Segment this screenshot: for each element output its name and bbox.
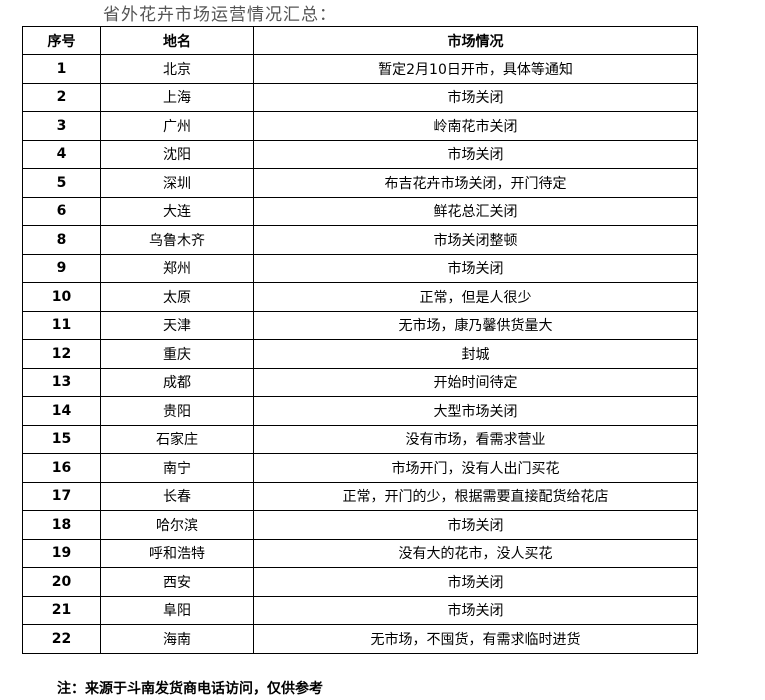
cell-index: 10 <box>22 282 101 312</box>
cell-market-status: 市场关闭整顿 <box>253 225 698 255</box>
cell-index: 21 <box>22 595 101 625</box>
table-row: 2 上海 市场关闭 <box>22 82 698 112</box>
cell-index: 18 <box>22 510 101 540</box>
table-row: 19 呼和浩特 没有大的花市，没人买花 <box>22 538 698 568</box>
table-row: 10 太原 正常，但是人很少 <box>22 282 698 312</box>
table-row: 1 北京 暂定2月10日开市，具体等通知 <box>22 54 698 84</box>
cell-index: 17 <box>22 481 101 511</box>
table-row: 21 阜阳 市场关闭 <box>22 595 698 625</box>
table-row: 13 成都 开始时间待定 <box>22 367 698 397</box>
cell-index: 3 <box>22 111 101 141</box>
cell-market-status: 市场关闭 <box>253 139 698 169</box>
cell-index: 19 <box>22 538 101 568</box>
cell-index: 20 <box>22 567 101 597</box>
cell-market-status: 市场关闭 <box>253 510 698 540</box>
table-row: 18 哈尔滨 市场关闭 <box>22 510 698 540</box>
cell-market-status: 封城 <box>253 339 698 369</box>
cell-index: 9 <box>22 253 101 283</box>
cell-market-status: 没有大的花市，没人买花 <box>253 538 698 568</box>
cell-index: 22 <box>22 624 101 654</box>
cell-index: 6 <box>22 196 101 226</box>
cell-market-status: 正常，但是人很少 <box>253 282 698 312</box>
table-row: 11 天津 无市场，康乃馨供货量大 <box>22 310 698 340</box>
table-row: 16 南宁 市场开门，没有人出门买花 <box>22 453 698 483</box>
cell-market-status: 市场关闭 <box>253 253 698 283</box>
cell-location: 上海 <box>100 82 254 112</box>
table-row: 3 广州 岭南花市关闭 <box>22 111 698 141</box>
cell-index: 2 <box>22 82 101 112</box>
cell-location: 石家庄 <box>100 424 254 454</box>
cell-location: 哈尔滨 <box>100 510 254 540</box>
cell-location: 重庆 <box>100 339 254 369</box>
market-status-table: 序号 地名 市场情况 1 北京 暂定2月10日开市，具体等通知 2 上海 市场关闭 3 广州岭… <box>22 26 698 654</box>
cell-market-status: 无市场，康乃馨供货量大 <box>253 310 698 340</box>
cell-index: 16 <box>22 453 101 483</box>
table-row: 8 乌鲁木齐 市场关闭整顿 <box>22 225 698 255</box>
cell-location: 乌鲁木齐 <box>100 225 254 255</box>
cell-market-status: 鲜花总汇关闭 <box>253 196 698 226</box>
table-header-row: 序号 地名 市场情况 <box>22 26 698 55</box>
cell-location: 成都 <box>100 367 254 397</box>
table-row: 22 海南 无市场，不囤货，有需求临时进货 <box>22 624 698 654</box>
table-row: 9 郑州 市场关闭 <box>22 253 698 283</box>
cell-market-status: 无市场，不囤货，有需求临时进货 <box>253 624 698 654</box>
cell-location: 北京 <box>100 54 254 84</box>
cell-location: 广州 <box>100 111 254 141</box>
cell-location: 西安 <box>100 567 254 597</box>
cell-location: 海南 <box>100 624 254 654</box>
table-row: 20 西安 市场关闭 <box>22 567 698 597</box>
cell-index: 11 <box>22 310 101 340</box>
cell-location: 呼和浩特 <box>100 538 254 568</box>
table-row: 14 贵阳 大型市场关闭 <box>22 396 698 426</box>
cell-location: 郑州 <box>100 253 254 283</box>
cell-market-status: 岭南花市关闭 <box>253 111 698 141</box>
cell-location: 大连 <box>100 196 254 226</box>
cell-market-status: 大型市场关闭 <box>253 396 698 426</box>
cell-index: 4 <box>22 139 101 169</box>
table-row: 15 石家庄 没有市场，看需求营业 <box>22 424 698 454</box>
cell-market-status: 市场开门，没有人出门买花 <box>253 453 698 483</box>
cell-market-status: 市场关闭 <box>253 567 698 597</box>
cell-location: 太原 <box>100 282 254 312</box>
table-row: 4 沈阳 市场关闭 <box>22 139 698 169</box>
cell-index: 14 <box>22 396 101 426</box>
cell-market-status: 暂定2月10日开市，具体等通知 <box>253 54 698 84</box>
cell-location: 阜阳 <box>100 595 254 625</box>
cell-location: 贵阳 <box>100 396 254 426</box>
cell-market-status: 正常，开门的少，根据需要直接配货给花店 <box>253 481 698 511</box>
cell-index: 8 <box>22 225 101 255</box>
cell-location: 天津 <box>100 310 254 340</box>
cell-market-status: 市场关闭 <box>253 595 698 625</box>
header-market-status: 市场情况 <box>253 26 698 55</box>
cell-index: 12 <box>22 339 101 369</box>
cell-location: 沈阳 <box>100 139 254 169</box>
cell-market-status: 没有市场，看需求营业 <box>253 424 698 454</box>
table-row: 5 深圳 布吉花卉市场关闭，开门待定 <box>22 168 698 198</box>
document-title: 省外花卉市场运营情况汇总： <box>103 5 337 25</box>
table-row: 6 大连 鲜花总汇关闭 <box>22 196 698 226</box>
cell-market-status: 布吉花卉市场关闭，开门待定 <box>253 168 698 198</box>
cell-market-status: 开始时间待定 <box>253 367 698 397</box>
table-row: 12 重庆 封城 <box>22 339 698 369</box>
cell-index: 5 <box>22 168 101 198</box>
cell-location: 南宁 <box>100 453 254 483</box>
cell-index: 1 <box>22 54 101 84</box>
cell-location: 深圳 <box>100 168 254 198</box>
cell-index: 15 <box>22 424 101 454</box>
cell-market-status: 市场关闭 <box>253 82 698 112</box>
source-note: 注：来源于斗南发货商电话访问，仅供参考 <box>57 681 323 697</box>
header-location: 地名 <box>100 26 254 55</box>
cell-index: 13 <box>22 367 101 397</box>
header-index: 序号 <box>22 26 101 55</box>
cell-location: 长春 <box>100 481 254 511</box>
table-row: 17 长春 正常，开门的少，根据需要直接配货给花店 <box>22 481 698 511</box>
